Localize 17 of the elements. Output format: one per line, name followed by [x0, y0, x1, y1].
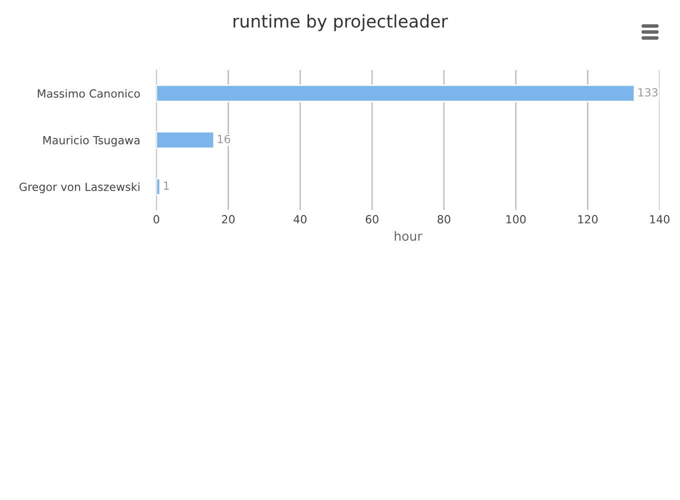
x-tick-label: 20 [222, 215, 235, 224]
bar [156, 178, 161, 196]
x-tick-label: 140 [650, 215, 670, 224]
x-tick-label: 40 [294, 215, 307, 224]
data-label: 1 [164, 182, 169, 190]
x-tick-label: 60 [366, 215, 378, 224]
x-tick-label: 80 [438, 215, 450, 224]
data-label: 133 [638, 88, 658, 97]
y-tick-label: Massimo Canonico [38, 89, 140, 98]
y-tick-label: Gregor von Laszewski [20, 182, 140, 194]
x-tick-label: 120 [578, 215, 598, 224]
x-tick-label: 0 [154, 215, 160, 224]
x-axis-title: hour [394, 231, 422, 241]
x-tick-label: 100 [506, 215, 526, 224]
data-label: 16 [218, 134, 230, 144]
chart-title: runtime by projectleader [234, 14, 448, 32]
y-tick-label: Mauricio Tsugawa [43, 136, 140, 147]
